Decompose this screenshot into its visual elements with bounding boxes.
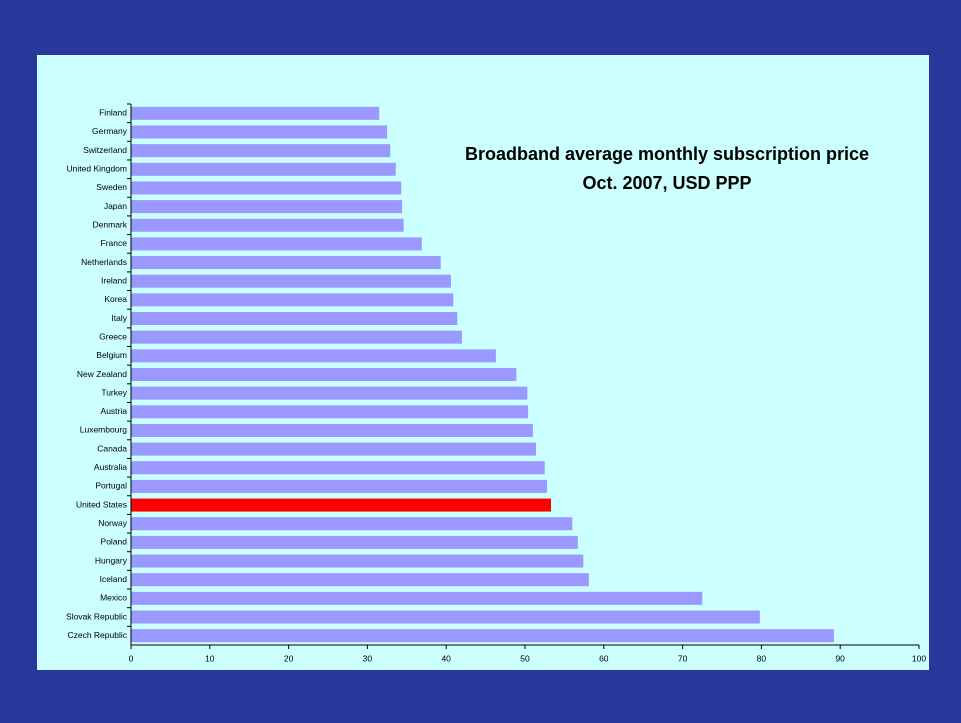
x-tick-label: 0 — [129, 653, 134, 663]
bar — [131, 405, 529, 419]
y-tick-label: Germany — [92, 126, 128, 136]
x-tick-label: 10 — [205, 653, 215, 663]
x-tick-label: 60 — [599, 653, 609, 663]
y-tick-label: Mexico — [100, 593, 127, 603]
y-tick-label: Sweden — [96, 182, 127, 192]
bar — [131, 479, 548, 493]
y-tick-label: New Zealand — [77, 369, 127, 379]
bar — [131, 442, 537, 456]
y-tick-label: Switzerland — [83, 145, 127, 155]
y-tick-label: Greece — [99, 331, 127, 341]
chart-title: Broadband average monthly subscription p… — [465, 144, 869, 164]
x-tick-label: 30 — [363, 653, 373, 663]
bar — [131, 330, 462, 344]
y-tick-label: United Kingdom — [67, 164, 127, 174]
y-tick-label: Japan — [104, 201, 127, 211]
y-tick-label: Iceland — [100, 574, 128, 584]
y-tick-label: Canada — [97, 443, 127, 453]
y-tick-label: Norway — [98, 518, 128, 528]
bar — [131, 106, 380, 120]
y-tick-label: Netherlands — [81, 257, 127, 267]
bar — [131, 125, 388, 139]
bar — [131, 610, 760, 624]
bar — [131, 349, 496, 363]
bar — [131, 535, 578, 549]
x-tick-label: 40 — [441, 653, 451, 663]
bar — [131, 573, 589, 587]
bar — [131, 312, 458, 326]
y-tick-label: Denmark — [93, 220, 128, 230]
y-tick-label: Finland — [99, 108, 127, 118]
y-tick-label: Belgium — [96, 350, 127, 360]
x-tick-label: 50 — [520, 653, 530, 663]
bar — [131, 218, 404, 232]
bar — [131, 554, 584, 568]
bar — [131, 386, 528, 400]
bar — [131, 423, 533, 437]
y-tick-label: Portugal — [95, 481, 127, 491]
bar — [131, 144, 391, 158]
bar — [131, 498, 552, 512]
y-tick-label: Czech Republic — [67, 630, 127, 640]
y-tick-label: Austria — [101, 406, 128, 416]
bar — [131, 461, 545, 475]
bar — [131, 200, 403, 214]
bar — [131, 274, 451, 288]
y-tick-label: Poland — [101, 537, 128, 547]
x-tick-label: 20 — [284, 653, 294, 663]
x-tick-label: 100 — [912, 653, 926, 663]
x-tick-label: 90 — [835, 653, 845, 663]
bar — [131, 629, 834, 643]
bar — [131, 162, 396, 176]
y-tick-label: United States — [76, 499, 127, 509]
chart-subtitle: Oct. 2007, USD PPP — [582, 173, 751, 193]
y-tick-label: Australia — [94, 462, 127, 472]
bar — [131, 517, 573, 531]
x-tick-label: 70 — [678, 653, 688, 663]
y-tick-label: Italy — [111, 313, 127, 323]
y-tick-label: France — [101, 238, 128, 248]
y-tick-label: Hungary — [95, 555, 128, 565]
y-tick-label: Ireland — [101, 275, 127, 285]
bar — [131, 591, 703, 605]
x-tick-label: 80 — [757, 653, 767, 663]
y-tick-label: Turkey — [101, 387, 127, 397]
bar — [131, 256, 441, 270]
y-tick-label: Korea — [104, 294, 127, 304]
bar — [131, 237, 422, 251]
y-tick-label: Slovak Republic — [66, 611, 128, 621]
bar — [131, 368, 517, 381]
y-tick-label: Luxembourg — [80, 425, 128, 435]
bar — [131, 181, 402, 195]
bar — [131, 293, 454, 307]
